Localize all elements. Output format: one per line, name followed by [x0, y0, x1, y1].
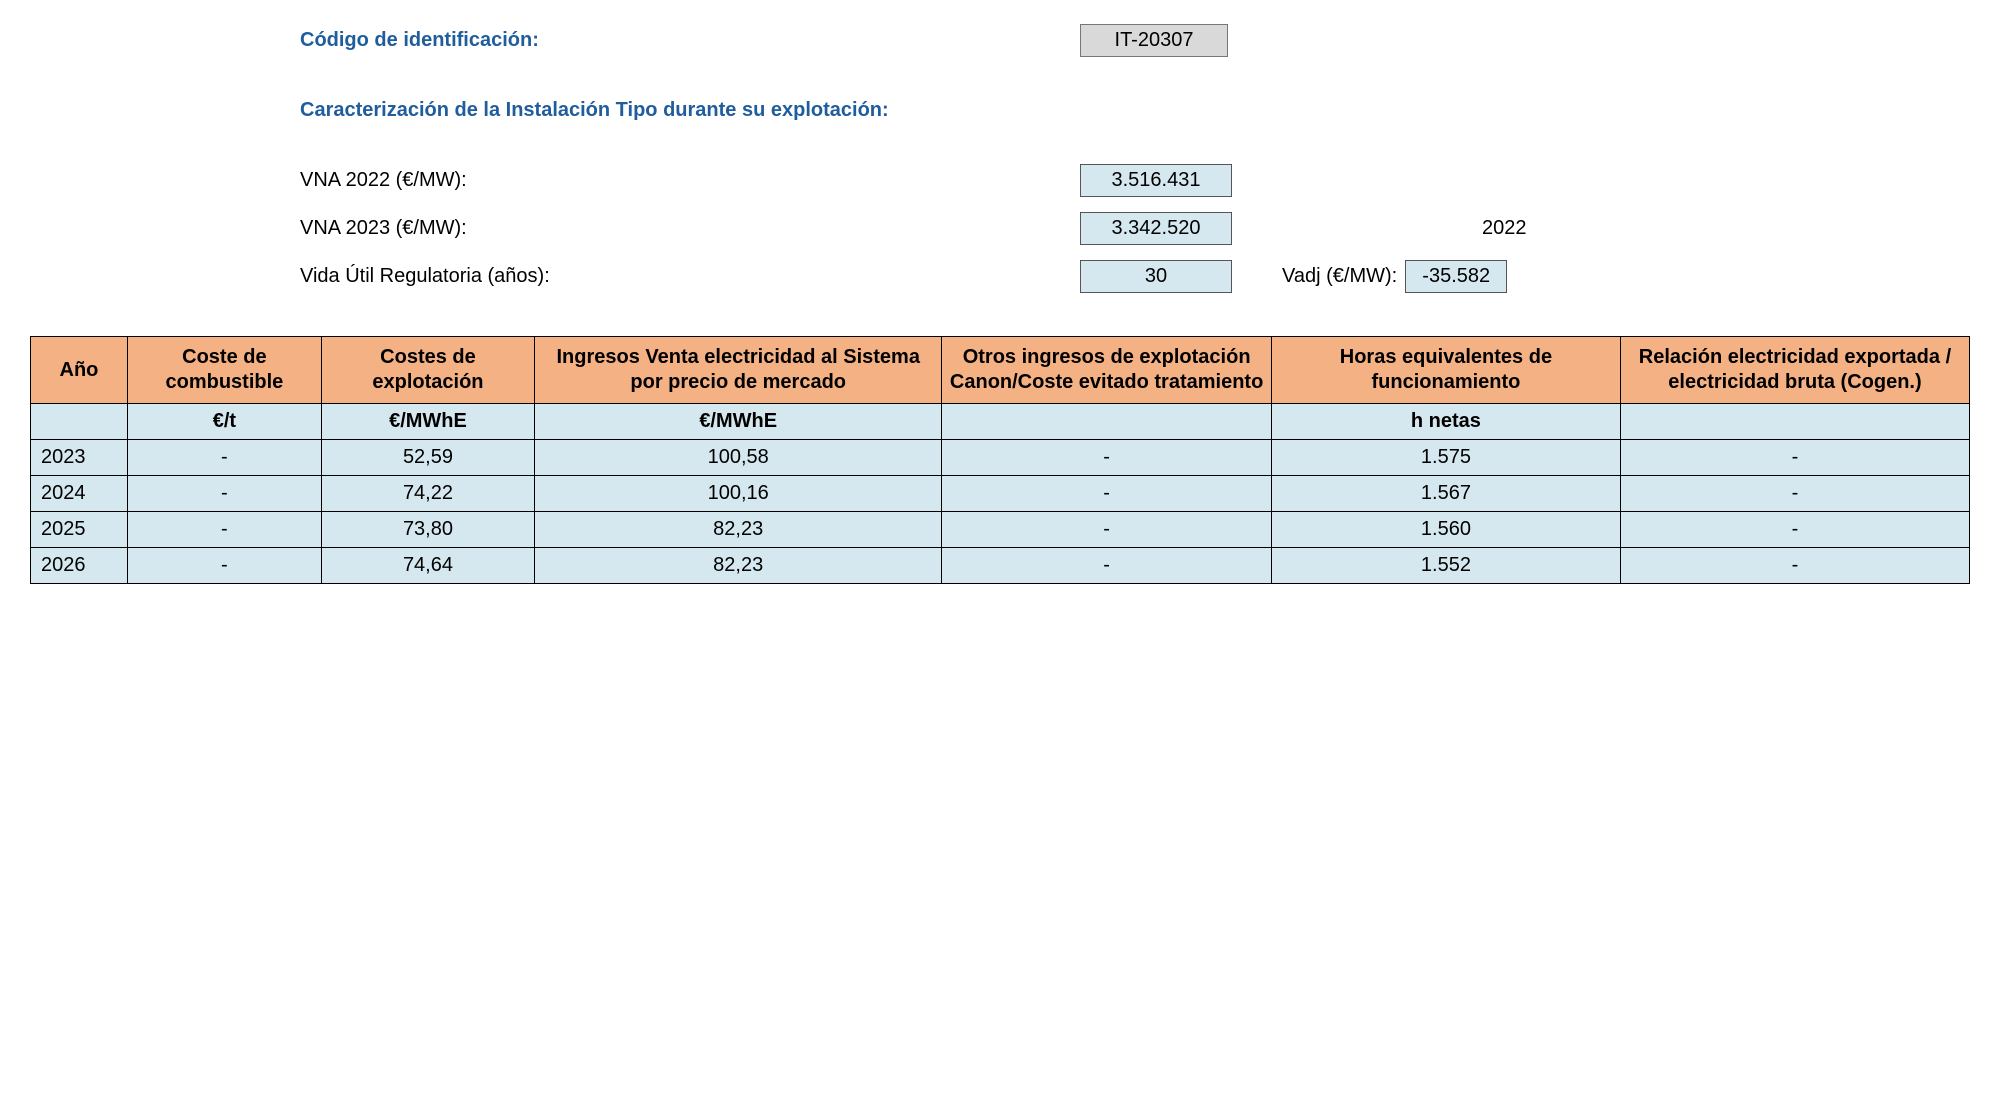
unit-year — [31, 404, 128, 440]
header-section: Código de identificación: IT-20307 Carac… — [30, 20, 1970, 296]
cell-explot: 73,80 — [321, 512, 534, 548]
unit-otros — [942, 404, 1272, 440]
vna2023-row: VNA 2023 (€/MW): 3.342.520 2022 — [300, 208, 1970, 248]
vida-row: Vida Útil Regulatoria (años): 30 Vadj (€… — [300, 256, 1970, 296]
vna2023-value: 3.342.520 — [1080, 212, 1232, 245]
vna2023-label: VNA 2023 (€/MW): — [300, 217, 1080, 240]
cell-explot: 52,59 — [321, 440, 534, 476]
cell-ingr: 100,16 — [535, 476, 942, 512]
col-rel: Relación electricidad exportada / electr… — [1620, 337, 1969, 404]
cell-fuel: - — [127, 476, 321, 512]
cell-horas: 1.567 — [1271, 476, 1620, 512]
code-row: Código de identificación: IT-20307 — [300, 20, 1970, 60]
unit-rel — [1620, 404, 1969, 440]
unit-horas: h netas — [1271, 404, 1620, 440]
year-plain: 2022 — [1482, 217, 1527, 240]
cell-fuel: - — [127, 440, 321, 476]
cell-horas: 1.560 — [1271, 512, 1620, 548]
cell-rel: - — [1620, 440, 1969, 476]
cell-rel: - — [1620, 512, 1969, 548]
data-table: Año Coste de combustible Costes de explo… — [30, 336, 1970, 584]
col-fuel: Coste de combustible — [127, 337, 321, 404]
cell-year: 2026 — [31, 548, 128, 584]
cell-horas: 1.552 — [1271, 548, 1620, 584]
code-label: Código de identificación: — [300, 29, 1080, 52]
cell-explot: 74,64 — [321, 548, 534, 584]
table-body: €/t €/MWhE €/MWhE h netas 2023-52,59100,… — [31, 404, 1970, 584]
subtitle-text: Caracterización de la Instalación Tipo d… — [300, 99, 889, 122]
cell-fuel: - — [127, 548, 321, 584]
cell-ingr: 100,58 — [535, 440, 942, 476]
cell-otros: - — [942, 548, 1272, 584]
units-row: €/t €/MWhE €/MWhE h netas — [31, 404, 1970, 440]
unit-explot: €/MWhE — [321, 404, 534, 440]
vna2022-label: VNA 2022 (€/MW): — [300, 169, 1080, 192]
subtitle-row: Caracterización de la Instalación Tipo d… — [300, 90, 1970, 130]
cell-rel: - — [1620, 476, 1969, 512]
vna2022-value: 3.516.431 — [1080, 164, 1232, 197]
vna2022-row: VNA 2022 (€/MW): 3.516.431 — [300, 160, 1970, 200]
cell-fuel: - — [127, 512, 321, 548]
cell-otros: - — [942, 440, 1272, 476]
col-explot: Costes de explotación — [321, 337, 534, 404]
vadj-wrap: Vadj (€/MW): -35.582 — [1282, 260, 1507, 293]
table-row: 2026-74,6482,23-1.552- — [31, 548, 1970, 584]
table-row: 2025-73,8082,23-1.560- — [31, 512, 1970, 548]
cell-ingr: 82,23 — [535, 512, 942, 548]
cell-otros: - — [942, 476, 1272, 512]
unit-ingr: €/MWhE — [535, 404, 942, 440]
cell-year: 2024 — [31, 476, 128, 512]
cell-explot: 74,22 — [321, 476, 534, 512]
cell-otros: - — [942, 512, 1272, 548]
cell-ingr: 82,23 — [535, 548, 942, 584]
col-otros: Otros ingresos de explotación Canon/Cost… — [942, 337, 1272, 404]
table-row: 2024-74,22100,16-1.567- — [31, 476, 1970, 512]
table-header-row: Año Coste de combustible Costes de explo… — [31, 337, 1970, 404]
vadj-label: Vadj (€/MW): — [1282, 265, 1397, 288]
col-horas: Horas equivalentes de funcionamiento — [1271, 337, 1620, 404]
vida-value: 30 — [1080, 260, 1232, 293]
unit-fuel: €/t — [127, 404, 321, 440]
cell-year: 2023 — [31, 440, 128, 476]
col-year: Año — [31, 337, 128, 404]
vida-label: Vida Útil Regulatoria (años): — [300, 265, 1080, 288]
cell-rel: - — [1620, 548, 1969, 584]
table-row: 2023-52,59100,58-1.575- — [31, 440, 1970, 476]
vadj-value: -35.582 — [1405, 260, 1507, 293]
code-value-box: IT-20307 — [1080, 24, 1228, 57]
params-block: VNA 2022 (€/MW): 3.516.431 VNA 2023 (€/M… — [300, 160, 1970, 296]
col-ingr: Ingresos Venta electricidad al Sistema p… — [535, 337, 942, 404]
cell-year: 2025 — [31, 512, 128, 548]
cell-horas: 1.575 — [1271, 440, 1620, 476]
